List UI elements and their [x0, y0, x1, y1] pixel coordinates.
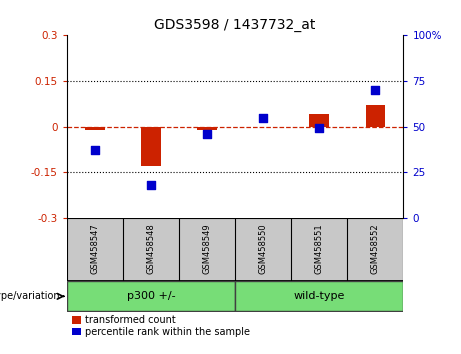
Title: GDS3598 / 1437732_at: GDS3598 / 1437732_at [154, 18, 316, 32]
Bar [141, 127, 161, 166]
Text: genotype/variation: genotype/variation [0, 291, 60, 301]
Text: GSM458552: GSM458552 [371, 223, 380, 274]
Point [203, 131, 211, 137]
Point [260, 115, 267, 120]
Text: p300 +/-: p300 +/- [127, 291, 175, 301]
Text: wild-type: wild-type [294, 291, 345, 301]
Bar [309, 114, 329, 127]
Bar [366, 105, 385, 127]
Point [91, 148, 99, 153]
Text: GSM458548: GSM458548 [147, 223, 155, 274]
Bar [235, 281, 403, 312]
Text: GSM458547: GSM458547 [90, 223, 100, 274]
Bar [85, 127, 105, 130]
Text: GSM458550: GSM458550 [259, 223, 268, 274]
Text: GSM458549: GSM458549 [202, 223, 212, 274]
Point [372, 87, 379, 93]
Point [148, 182, 155, 188]
Legend: transformed count, percentile rank within the sample: transformed count, percentile rank withi… [72, 315, 250, 337]
Bar [197, 127, 217, 130]
Text: GSM458551: GSM458551 [315, 223, 324, 274]
Point [315, 126, 323, 131]
Bar [67, 281, 235, 312]
